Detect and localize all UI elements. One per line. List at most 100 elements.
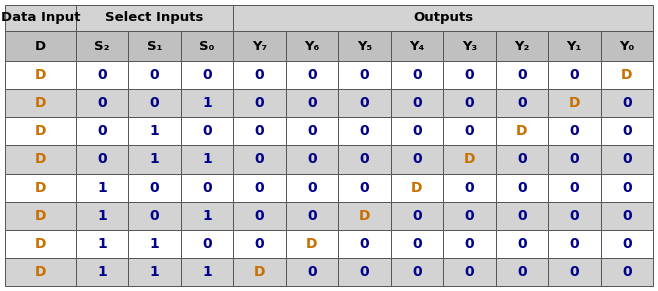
Text: 1: 1: [97, 209, 107, 223]
Text: 0: 0: [307, 96, 316, 110]
Bar: [495, 202, 548, 230]
Text: D: D: [306, 237, 318, 251]
Bar: [233, 61, 286, 89]
Text: 0: 0: [412, 265, 422, 279]
Bar: [286, 230, 338, 258]
Bar: [391, 146, 443, 173]
Text: 0: 0: [569, 209, 579, 223]
Bar: [601, 146, 653, 173]
Bar: [181, 173, 233, 202]
Text: 0: 0: [569, 180, 579, 195]
Text: 0: 0: [412, 152, 422, 166]
Bar: [286, 146, 338, 173]
Text: 0: 0: [517, 152, 526, 166]
Bar: [548, 61, 601, 89]
Bar: [5, 61, 76, 89]
Text: 0: 0: [97, 96, 107, 110]
Text: Y₅: Y₅: [357, 40, 372, 52]
Bar: [233, 5, 653, 31]
Text: 0: 0: [517, 96, 526, 110]
Bar: [443, 117, 495, 146]
Text: 0: 0: [307, 152, 316, 166]
Text: 0: 0: [569, 68, 579, 82]
Bar: [443, 31, 495, 61]
Text: 0: 0: [517, 68, 526, 82]
Text: 0: 0: [307, 209, 316, 223]
Bar: [5, 230, 76, 258]
Bar: [5, 5, 76, 31]
Bar: [548, 230, 601, 258]
Text: 0: 0: [255, 209, 265, 223]
Text: 0: 0: [622, 152, 632, 166]
Bar: [391, 230, 443, 258]
Bar: [495, 230, 548, 258]
Bar: [338, 202, 391, 230]
Bar: [548, 146, 601, 173]
Bar: [548, 31, 601, 61]
Text: 0: 0: [97, 152, 107, 166]
Bar: [128, 230, 181, 258]
Bar: [181, 89, 233, 117]
Text: 0: 0: [465, 124, 474, 138]
Text: Y₁: Y₁: [567, 40, 582, 52]
Text: 0: 0: [517, 209, 526, 223]
Text: 0: 0: [307, 124, 316, 138]
Bar: [76, 117, 128, 146]
Bar: [391, 61, 443, 89]
Bar: [5, 258, 76, 286]
Text: Outputs: Outputs: [413, 12, 473, 24]
Bar: [495, 61, 548, 89]
Text: D: D: [35, 40, 46, 52]
Bar: [338, 31, 391, 61]
Text: 0: 0: [360, 124, 369, 138]
Bar: [233, 202, 286, 230]
Bar: [338, 258, 391, 286]
Text: 0: 0: [150, 96, 159, 110]
Bar: [391, 89, 443, 117]
Bar: [443, 202, 495, 230]
Bar: [76, 230, 128, 258]
Bar: [128, 117, 181, 146]
Bar: [443, 230, 495, 258]
Bar: [548, 89, 601, 117]
Text: 1: 1: [149, 124, 159, 138]
Text: 0: 0: [465, 180, 474, 195]
Bar: [286, 31, 338, 61]
Bar: [495, 89, 548, 117]
Bar: [601, 202, 653, 230]
Bar: [495, 173, 548, 202]
Text: 0: 0: [412, 124, 422, 138]
Text: 0: 0: [360, 237, 369, 251]
Bar: [443, 146, 495, 173]
Bar: [338, 117, 391, 146]
Bar: [338, 230, 391, 258]
Bar: [128, 258, 181, 286]
Bar: [5, 31, 76, 61]
Bar: [181, 146, 233, 173]
Text: D: D: [35, 124, 46, 138]
Text: 0: 0: [255, 68, 265, 82]
Text: 0: 0: [255, 237, 265, 251]
Text: Y₀: Y₀: [619, 40, 634, 52]
Text: 1: 1: [202, 152, 212, 166]
Bar: [76, 258, 128, 286]
Bar: [443, 173, 495, 202]
Text: Data Input: Data Input: [1, 12, 80, 24]
Bar: [601, 117, 653, 146]
Text: 0: 0: [150, 68, 159, 82]
Bar: [443, 258, 495, 286]
Text: 0: 0: [255, 180, 265, 195]
Text: 0: 0: [569, 237, 579, 251]
Bar: [338, 173, 391, 202]
Text: 0: 0: [307, 68, 316, 82]
Text: 0: 0: [465, 265, 474, 279]
Bar: [233, 117, 286, 146]
Bar: [233, 31, 286, 61]
Text: 1: 1: [97, 180, 107, 195]
Bar: [233, 146, 286, 173]
Text: 0: 0: [569, 124, 579, 138]
Bar: [601, 31, 653, 61]
Bar: [601, 89, 653, 117]
Text: D: D: [35, 68, 46, 82]
Text: 0: 0: [569, 265, 579, 279]
